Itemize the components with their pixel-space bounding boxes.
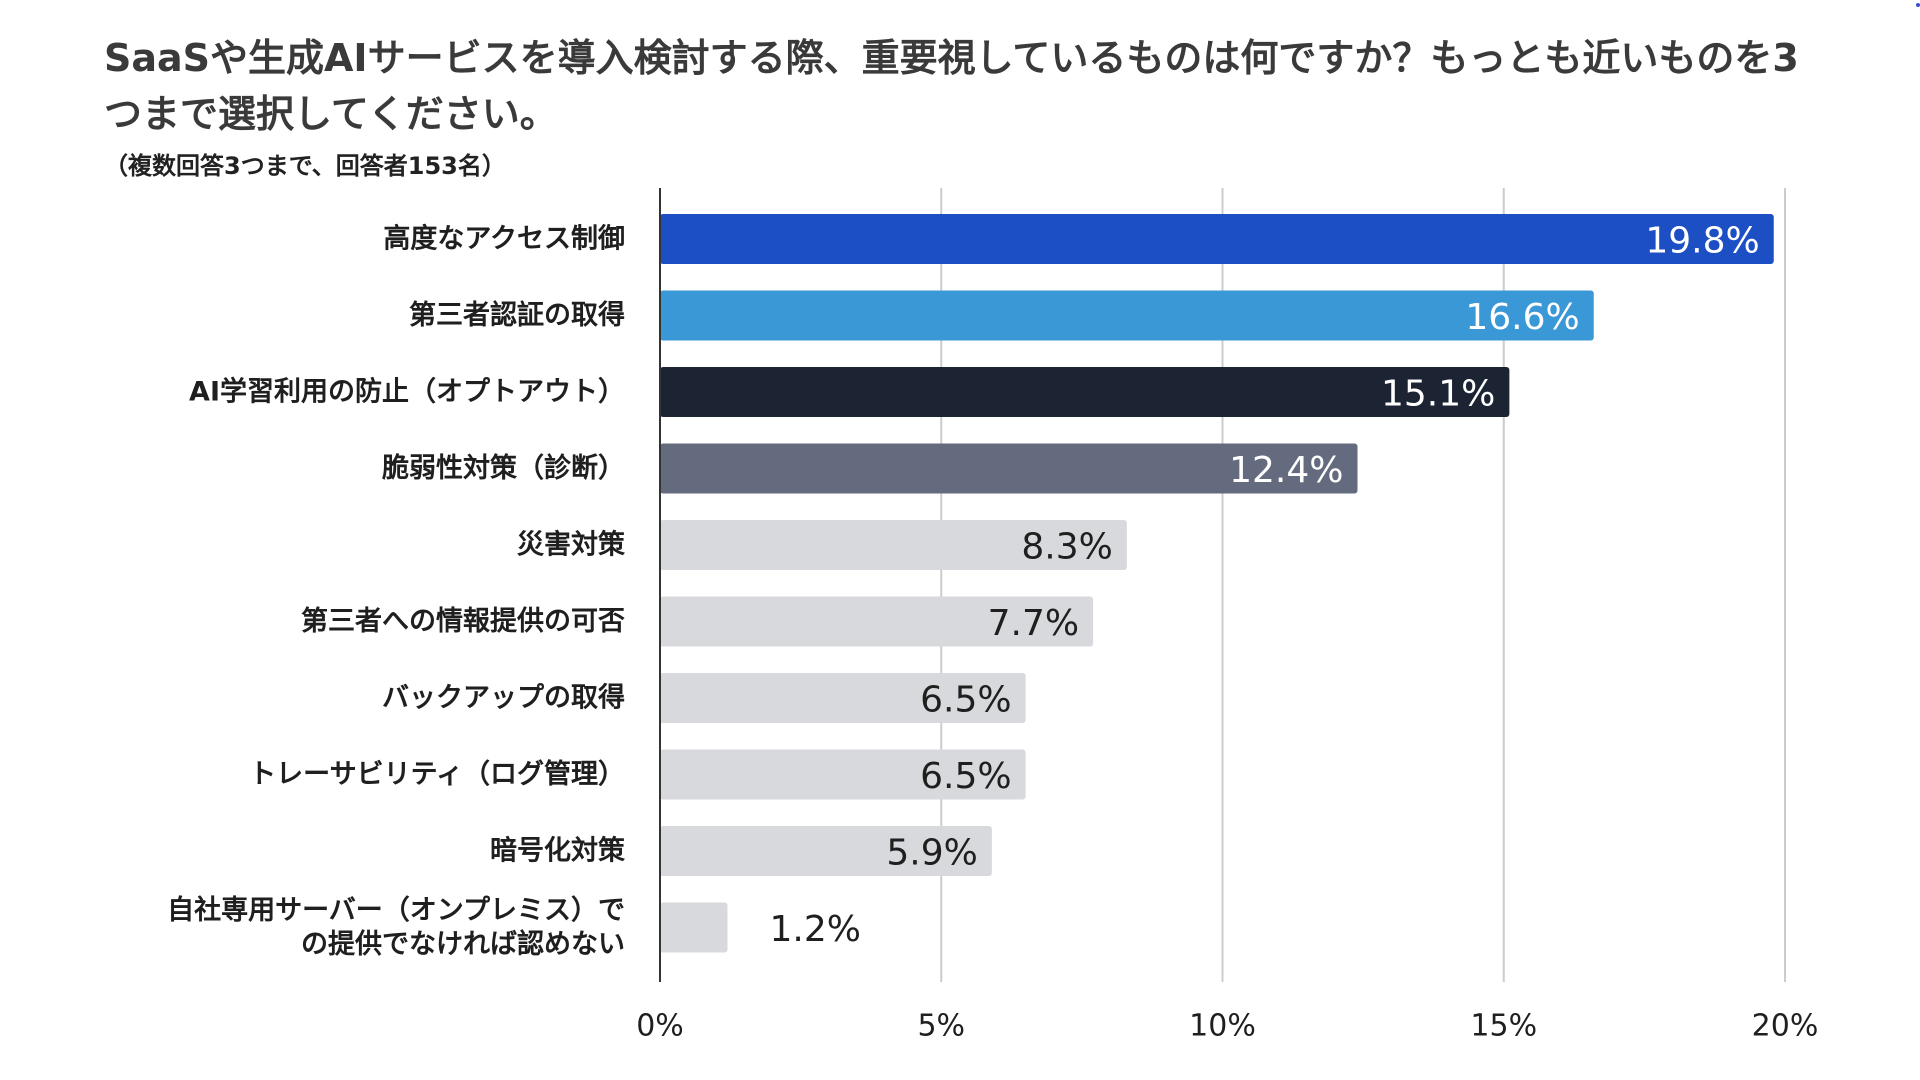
x-tick-label: 0% <box>636 1009 684 1044</box>
bar <box>660 520 1127 570</box>
data-label: 8.3% <box>1021 527 1112 568</box>
data-label: 19.8% <box>1645 221 1759 262</box>
x-tick-label: 5% <box>917 1009 965 1044</box>
category-label: トレーサビリティ（ログ管理） <box>249 758 625 790</box>
bar <box>660 673 1026 723</box>
bar <box>660 749 1026 800</box>
x-tick-label: 15% <box>1470 1009 1537 1044</box>
x-tick-label: 10% <box>1189 1009 1256 1044</box>
bar <box>660 367 1510 417</box>
x-tick-label: 20% <box>1752 1009 1819 1044</box>
data-label: 16.6% <box>1465 297 1579 338</box>
category-label: 暗号化対策 <box>490 835 626 867</box>
category-label: 脆弱性対策（診断） <box>381 452 625 484</box>
bar <box>660 214 1774 264</box>
category-label: AI学習利用の防止（オプトアウト） <box>189 376 625 408</box>
data-label: 1.2% <box>770 909 861 950</box>
data-label: 15.1% <box>1381 374 1495 415</box>
bar <box>660 290 1594 341</box>
data-label: 12.4% <box>1229 450 1343 491</box>
bar <box>660 443 1358 494</box>
chart-title: SaaSや生成AIサービスを導入検討する際、重要視しているものは何ですか？もっと… <box>104 36 1799 136</box>
bar <box>660 826 992 876</box>
data-label: 6.5% <box>920 756 1011 797</box>
data-label: 7.7% <box>988 603 1079 644</box>
data-label: 5.9% <box>886 833 977 874</box>
chart-subtitle: （複数回答3つまで、回答者153名） <box>104 152 506 180</box>
category-label: 災害対策 <box>517 529 626 561</box>
category-label: 高度なアクセス制御 <box>383 223 625 255</box>
category-label: 第三者認証の取得 <box>409 299 625 331</box>
bar <box>660 596 1094 647</box>
category-label: の提供でなければ認めない <box>301 928 625 960</box>
data-label: 6.5% <box>920 680 1011 721</box>
category-label: 第三者への情報提供の可否 <box>301 605 625 637</box>
bar <box>660 902 728 953</box>
corner-dot <box>1916 3 1920 7</box>
category-label: バックアップの取得 <box>382 683 625 714</box>
category-label: 自社専用サーバー（オンプレミス）で <box>167 894 625 926</box>
